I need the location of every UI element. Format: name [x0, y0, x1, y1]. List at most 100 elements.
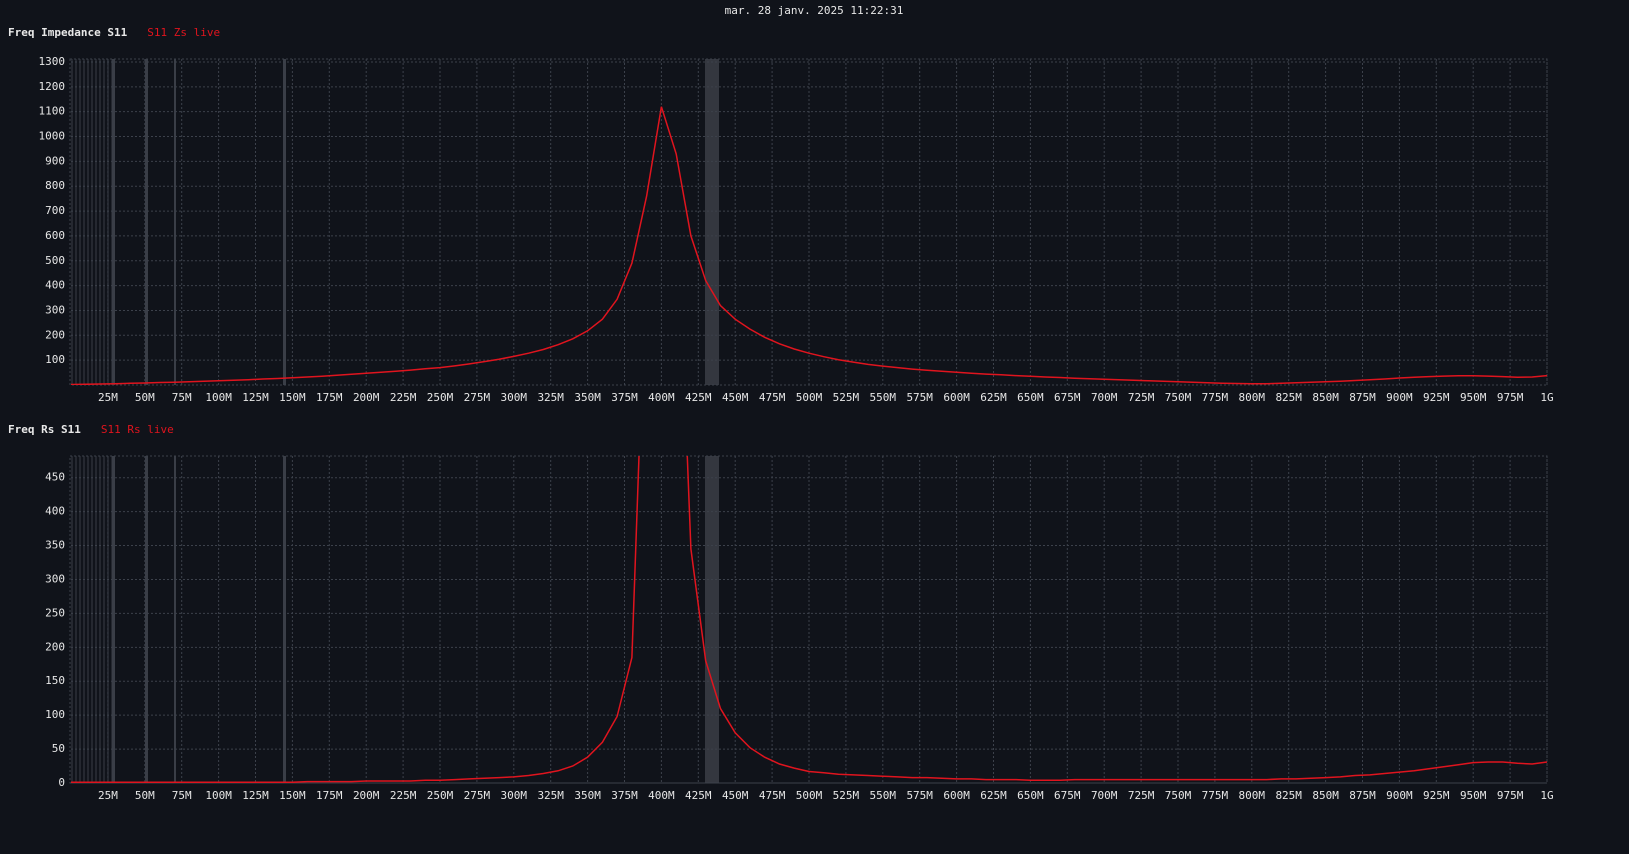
marker-band	[174, 456, 176, 783]
y-tick-label: 800	[45, 179, 65, 192]
x-tick-label: 250M	[427, 789, 454, 802]
x-tick-label: 875M	[1349, 391, 1376, 404]
x-tick-label: 475M	[759, 789, 786, 802]
x-tick-label: 375M	[611, 391, 638, 404]
x-tick-label: 400M	[648, 391, 675, 404]
y-tick-label: 1200	[39, 80, 66, 93]
chart-title: Freq Rs S11	[8, 423, 81, 436]
x-tick-label: 875M	[1349, 789, 1376, 802]
x-tick-label: 700M	[1091, 789, 1118, 802]
x-tick-label: 950M	[1460, 391, 1487, 404]
x-tick-label: 225M	[390, 391, 417, 404]
series-line	[70, 106, 1548, 385]
plot-frame	[69, 455, 1548, 784]
y-tick-label: 350	[45, 539, 65, 552]
y-tick-label: 0	[58, 776, 65, 789]
y-tick-label: 250	[45, 606, 65, 619]
x-tick-label: 175M	[316, 789, 343, 802]
x-tick-label: 425M	[685, 789, 712, 802]
marker-band	[112, 456, 115, 783]
x-tick-label: 300M	[501, 391, 528, 404]
y-tick-label: 1000	[39, 130, 66, 143]
x-tick-label: 50M	[135, 789, 155, 802]
x-tick-label: 100M	[205, 391, 232, 404]
x-tick-label: 1G	[1540, 789, 1553, 802]
x-tick-label: 325M	[537, 391, 564, 404]
marker-band	[112, 59, 115, 385]
x-tick-label: 400M	[648, 789, 675, 802]
x-tick-label: 425M	[685, 391, 712, 404]
x-tick-label: 750M	[1165, 789, 1192, 802]
x-tick-label: 800M	[1239, 789, 1266, 802]
y-tick-label: 100	[45, 353, 65, 366]
x-tick-label: 200M	[353, 391, 380, 404]
y-tick-label: 200	[45, 328, 65, 341]
legend-entry: S11 Rs live	[101, 423, 174, 436]
marker-band	[705, 59, 719, 385]
x-tick-label: 200M	[353, 789, 380, 802]
x-tick-label: 450M	[722, 391, 749, 404]
y-tick-label: 300	[45, 303, 65, 316]
x-tick-label: 500M	[796, 789, 823, 802]
y-tick-label: 400	[45, 279, 65, 292]
x-tick-label: 900M	[1386, 789, 1413, 802]
series-line	[71, 456, 1548, 783]
y-tick-label: 900	[45, 154, 65, 167]
x-tick-label: 850M	[1312, 789, 1339, 802]
x-tick-label: 125M	[242, 789, 269, 802]
x-tick-label: 975M	[1497, 391, 1524, 404]
x-tick-label: 850M	[1312, 391, 1339, 404]
x-tick-label: 525M	[833, 391, 860, 404]
x-tick-label: 25M	[98, 789, 118, 802]
chart-title: Freq Impedance S11	[8, 26, 128, 39]
x-tick-label: 575M	[906, 391, 933, 404]
x-tick-label: 650M	[1017, 391, 1044, 404]
y-tick-label: 150	[45, 674, 65, 687]
x-tick-label: 775M	[1202, 391, 1229, 404]
x-tick-label: 150M	[279, 789, 306, 802]
x-tick-label: 275M	[464, 391, 491, 404]
x-tick-label: 300M	[501, 789, 528, 802]
timestamp: mar. 28 janv. 2025 11:22:31	[725, 4, 904, 17]
x-tick-label: 825M	[1275, 391, 1302, 404]
y-tick-label: 400	[45, 505, 65, 518]
x-tick-label: 625M	[980, 391, 1007, 404]
x-tick-label: 500M	[796, 391, 823, 404]
x-tick-label: 25M	[98, 391, 118, 404]
y-tick-label: 100	[45, 708, 65, 721]
x-tick-label: 925M	[1423, 391, 1450, 404]
y-tick-label: 1300	[39, 55, 66, 68]
x-tick-label: 1G	[1540, 391, 1553, 404]
x-tick-label: 675M	[1054, 789, 1081, 802]
x-tick-label: 150M	[279, 391, 306, 404]
x-tick-label: 550M	[870, 391, 897, 404]
marker-band	[174, 59, 176, 385]
chart-panel: Freq Rs S11 S11 Rs live 0 50 100 150 200 250 300…	[8, 423, 1554, 802]
x-tick-label: 525M	[833, 789, 860, 802]
x-tick-label: 375M	[611, 789, 638, 802]
x-tick-label: 250M	[427, 391, 454, 404]
marker-band	[283, 59, 286, 385]
x-tick-label: 925M	[1423, 789, 1450, 802]
x-tick-label: 775M	[1202, 789, 1229, 802]
x-tick-label: 675M	[1054, 391, 1081, 404]
x-tick-label: 950M	[1460, 789, 1487, 802]
x-tick-label: 325M	[537, 789, 564, 802]
x-tick-label: 800M	[1239, 391, 1266, 404]
x-tick-label: 600M	[943, 789, 970, 802]
x-tick-label: 700M	[1091, 391, 1118, 404]
x-tick-label: 750M	[1165, 391, 1192, 404]
x-tick-label: 350M	[574, 789, 601, 802]
x-tick-label: 450M	[722, 789, 749, 802]
x-tick-label: 975M	[1497, 789, 1524, 802]
marker-band	[705, 456, 719, 783]
x-tick-label: 825M	[1275, 789, 1302, 802]
x-tick-label: 225M	[390, 789, 417, 802]
marker-band	[145, 59, 148, 385]
y-tick-label: 700	[45, 204, 65, 217]
x-tick-label: 350M	[574, 391, 601, 404]
marker-band	[145, 456, 148, 783]
